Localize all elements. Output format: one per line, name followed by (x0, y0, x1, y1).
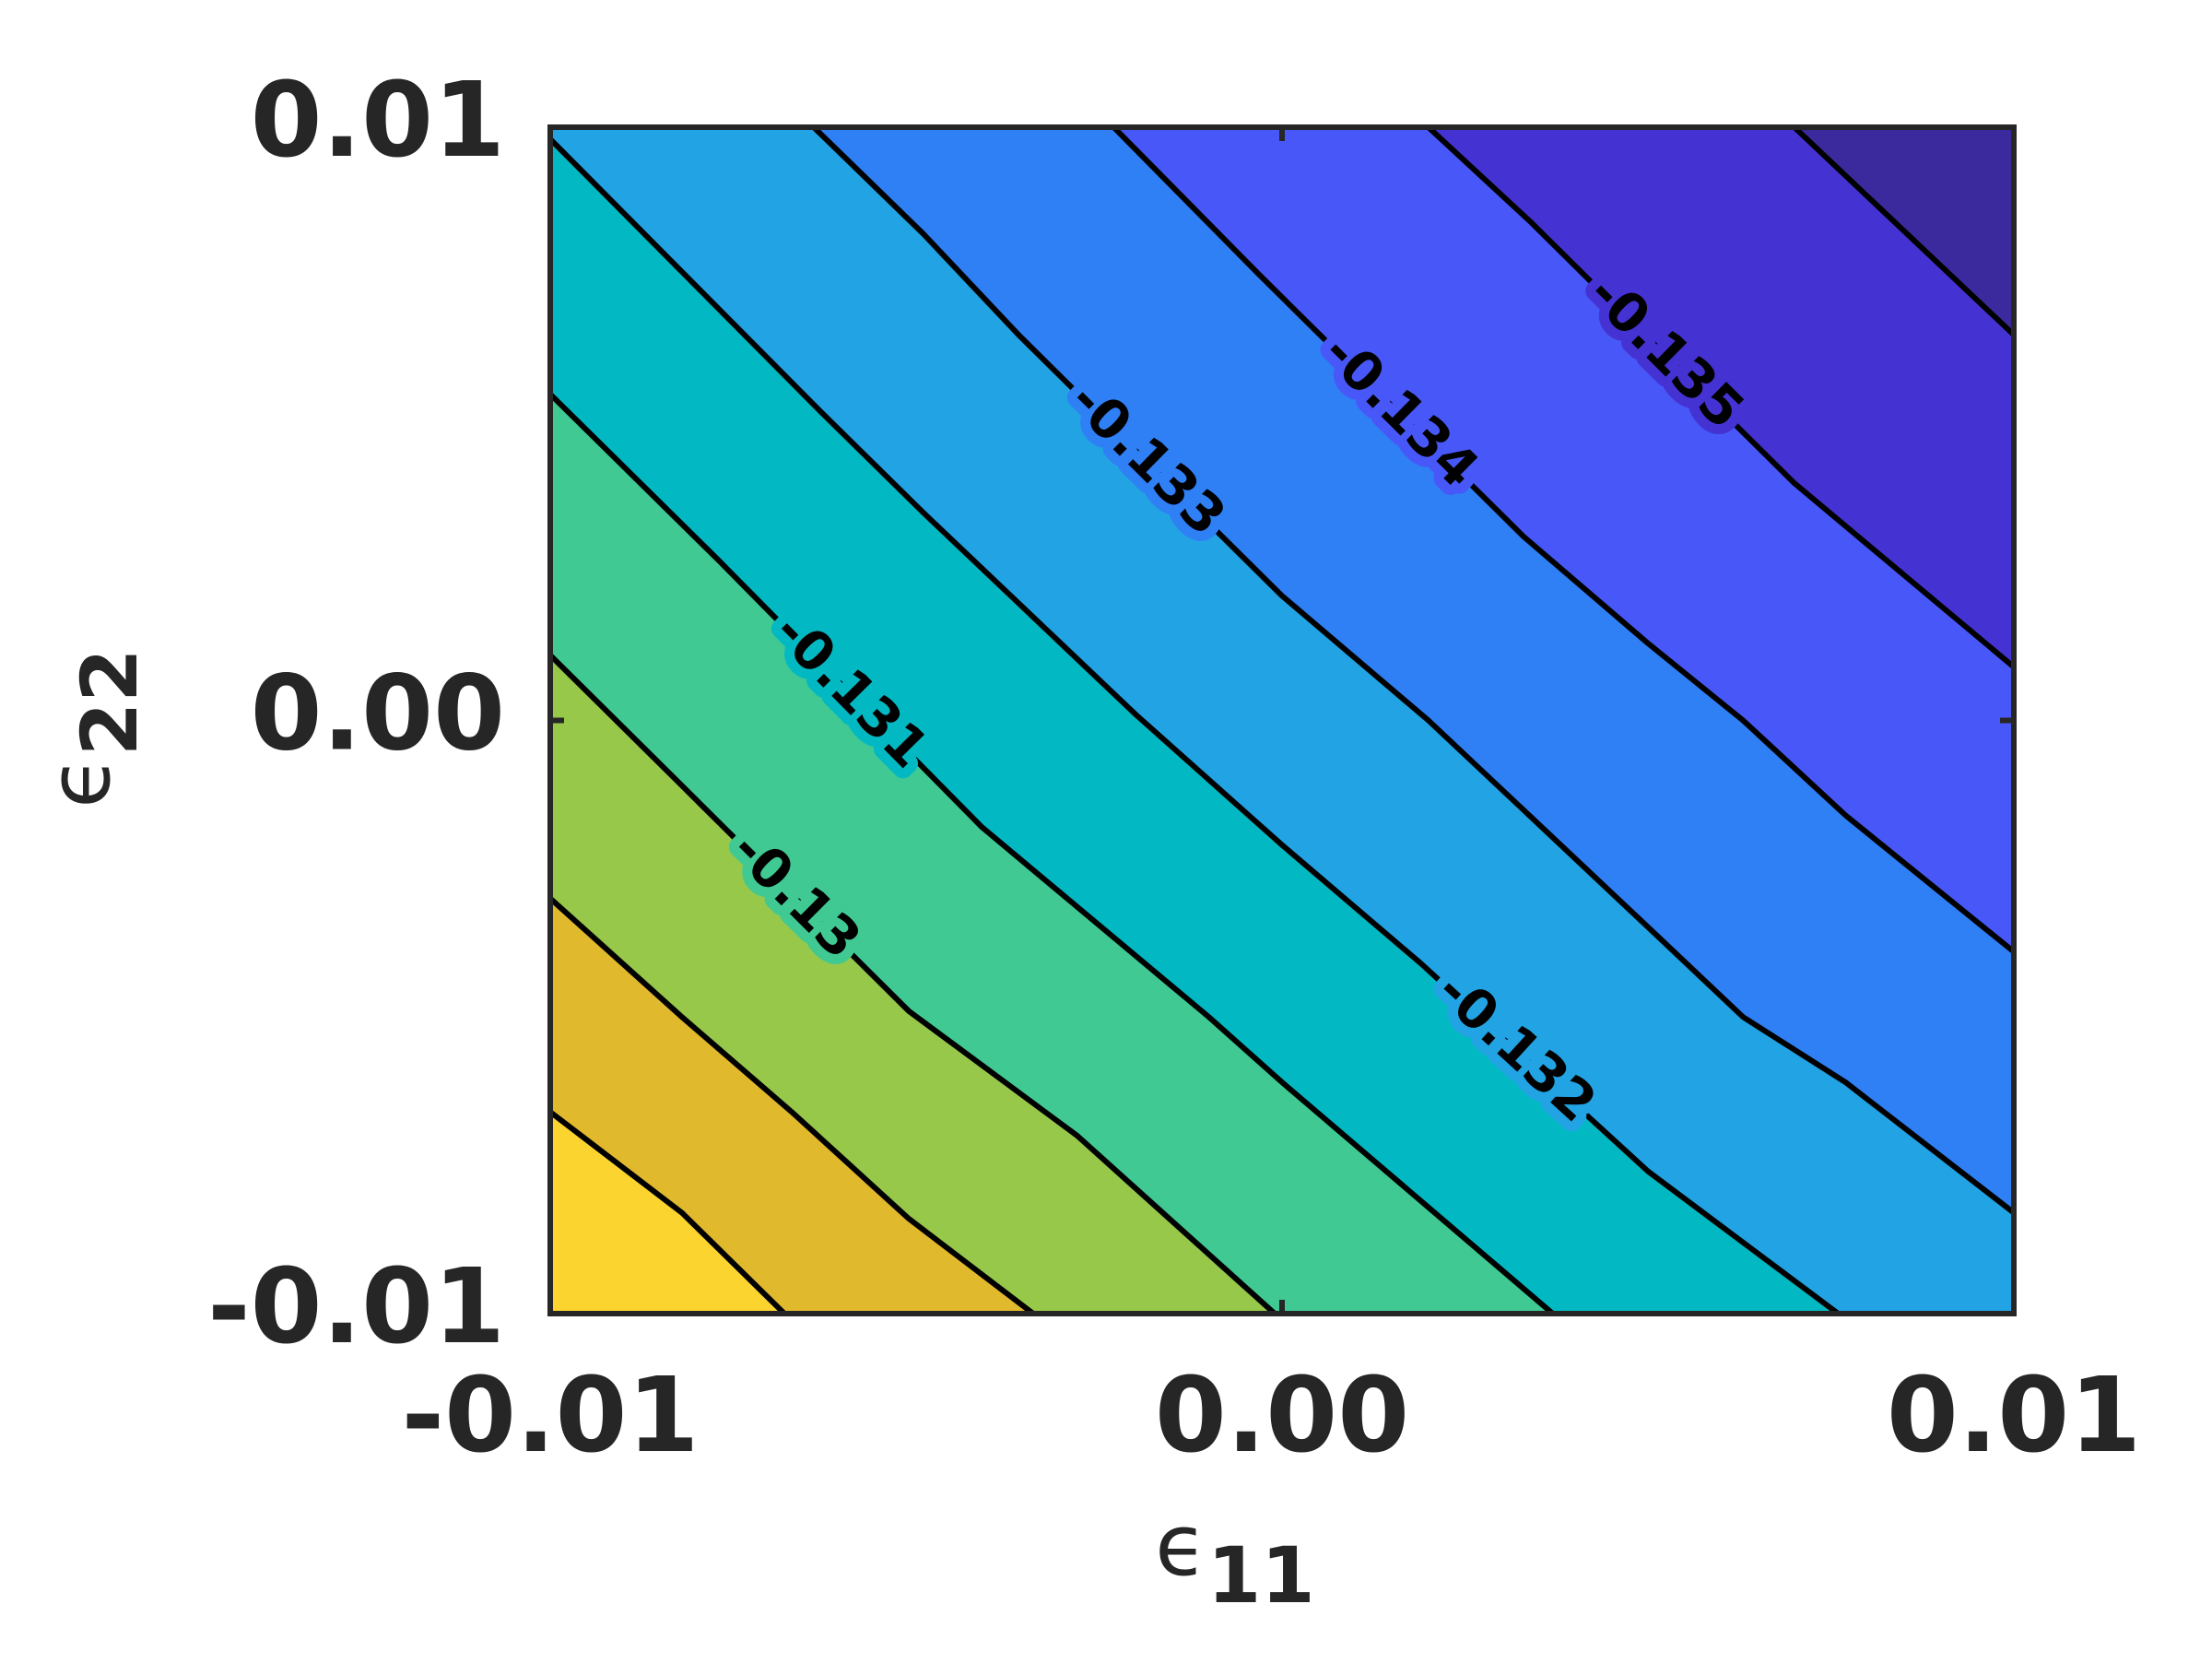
y-axis-label: ϵ22 (30, 648, 155, 808)
x-axis-subscript: 11 (1207, 1530, 1315, 1621)
y-tick-label: 0.00 (251, 654, 505, 773)
contour-line (1112, 127, 2014, 954)
contour-line (550, 896, 1035, 1314)
y-tick-label: 0.01 (251, 61, 505, 181)
contour-line (1792, 127, 2014, 337)
y-tick-label: -0.01 (207, 1247, 505, 1367)
contour-line (550, 392, 1555, 1314)
contour-line (550, 1109, 787, 1314)
y-axis-subscript: 22 (65, 648, 155, 756)
x-tick-label: 0.01 (1887, 1356, 2141, 1476)
contour-line (550, 136, 1841, 1314)
plot-area (550, 127, 2014, 1314)
x-axis-symbol: ϵ (1155, 1496, 1207, 1595)
axes: -0.01 0.00 0.01 -0.01 0.00 0.01 (207, 61, 2141, 1476)
contour-line (811, 127, 2014, 1215)
y-axis-symbol: ϵ (30, 756, 129, 808)
x-tick-label: 0.00 (1155, 1356, 1409, 1476)
x-axis-label: ϵ11 (1155, 1496, 1315, 1621)
x-tick-label: -0.01 (402, 1356, 700, 1476)
contour-line (550, 653, 1277, 1314)
contour-line (1426, 127, 2014, 669)
